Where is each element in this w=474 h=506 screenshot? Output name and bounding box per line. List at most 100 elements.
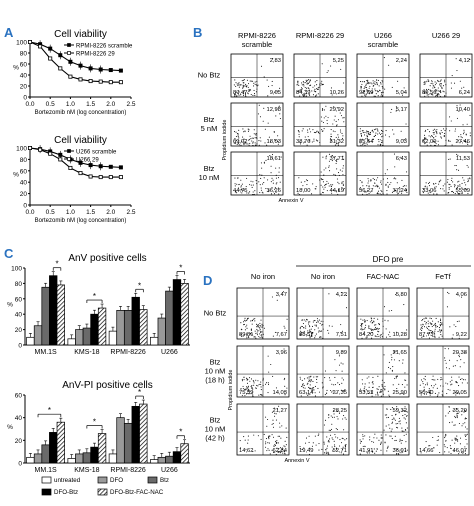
event-dot — [284, 327, 286, 329]
event-dot — [342, 183, 344, 185]
event-dot — [315, 444, 317, 446]
event-dot — [388, 310, 390, 312]
bar — [26, 336, 35, 346]
legend-label: RPMI-8226 scramble — [76, 43, 133, 49]
event-dot — [454, 128, 457, 130]
event-dot — [421, 328, 423, 330]
event-dot — [395, 423, 397, 425]
event-dot — [251, 137, 253, 139]
event-dot — [334, 359, 336, 361]
event-dot — [377, 394, 379, 396]
quadrant-lower-left: 87,73 — [419, 332, 434, 338]
event-dot — [366, 377, 368, 379]
event-dot — [333, 410, 335, 412]
event-dot — [432, 85, 434, 87]
event-dot — [433, 379, 435, 381]
event-dot — [277, 187, 280, 189]
event-dot — [309, 331, 311, 334]
event-dot — [330, 185, 332, 187]
event-dot — [262, 379, 264, 381]
event-dot — [249, 142, 251, 144]
event-dot — [442, 185, 444, 187]
event-dot — [359, 179, 361, 182]
event-dot — [372, 80, 374, 82]
event-dot — [363, 94, 366, 96]
event-dot — [405, 415, 408, 417]
quadrant-upper-right: 12,98 — [266, 107, 281, 113]
event-dot — [462, 133, 465, 135]
event-dot — [381, 141, 383, 143]
event-dot — [283, 379, 285, 381]
event-dot — [360, 318, 362, 320]
event-dot — [270, 172, 272, 174]
y-tick-label: 100 — [16, 40, 27, 47]
event-dot — [243, 189, 245, 191]
event-dot — [432, 137, 434, 139]
event-dot — [368, 134, 370, 136]
event-dot — [425, 391, 427, 393]
event-dot — [442, 324, 444, 326]
event-dot — [456, 435, 458, 437]
event-dot — [433, 183, 435, 185]
event-dot — [254, 450, 256, 452]
event-dot — [359, 442, 361, 444]
event-dot — [450, 179, 453, 182]
event-dot — [316, 88, 318, 90]
event-dot — [333, 106, 335, 108]
event-dot — [335, 143, 337, 145]
event-dot — [308, 334, 310, 336]
event-dot — [463, 139, 465, 141]
event-dot — [422, 139, 424, 141]
event-dot — [248, 83, 250, 85]
event-dot — [440, 188, 442, 190]
event-dot — [316, 378, 318, 381]
event-dot — [317, 140, 319, 142]
event-dot — [456, 408, 458, 410]
event-dot — [308, 435, 310, 437]
x-tick-label: 0.5 — [46, 101, 55, 108]
event-dot — [247, 317, 250, 319]
significance-mark: * — [55, 260, 58, 269]
event-dot — [327, 329, 329, 332]
event-dot — [315, 139, 317, 141]
event-dot — [335, 447, 338, 449]
event-dot — [261, 336, 263, 338]
event-dot — [281, 448, 284, 450]
event-dot — [374, 90, 376, 92]
event-dot — [394, 166, 396, 168]
event-dot — [333, 384, 335, 386]
event-dot — [368, 193, 370, 195]
event-dot — [457, 181, 459, 183]
event-dot — [364, 191, 366, 193]
event-dot — [259, 322, 261, 324]
event-dot — [439, 320, 442, 322]
event-dot — [424, 320, 426, 323]
column-header: No iron — [311, 272, 335, 281]
event-dot — [389, 395, 391, 397]
event-dot — [313, 376, 315, 378]
event-dot — [316, 94, 318, 96]
event-dot — [451, 191, 453, 193]
event-dot — [242, 84, 244, 86]
event-dot — [453, 424, 455, 426]
event-dot — [463, 411, 465, 413]
quadrant-lower-left: 89,81 — [239, 332, 254, 338]
event-dot — [380, 189, 382, 191]
event-dot — [243, 376, 245, 378]
event-dot — [405, 138, 407, 140]
event-dot — [436, 94, 438, 96]
event-dot — [429, 317, 431, 319]
event-dot — [246, 324, 248, 326]
event-dot — [263, 433, 265, 435]
event-dot — [321, 83, 324, 85]
event-dot — [458, 356, 461, 358]
event-dot — [328, 325, 330, 327]
event-dot — [275, 115, 277, 117]
event-dot — [439, 329, 441, 331]
event-dot — [243, 90, 246, 92]
event-dot — [435, 130, 437, 132]
event-dot — [366, 452, 368, 454]
event-dot — [446, 306, 448, 308]
event-dot — [452, 192, 455, 194]
event-dot — [243, 85, 245, 87]
